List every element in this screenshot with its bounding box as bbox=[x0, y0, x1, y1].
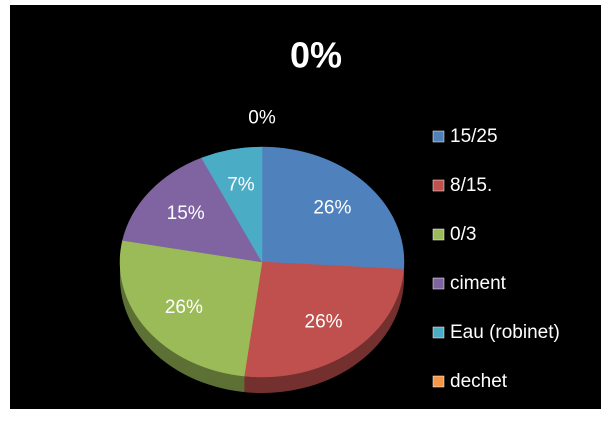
chart-title: 0% bbox=[290, 35, 342, 76]
legend-label: 0/3 bbox=[450, 224, 476, 245]
legend-swatch bbox=[432, 375, 445, 388]
legend-swatch bbox=[432, 179, 445, 192]
data-label: 0% bbox=[248, 107, 276, 128]
slice bbox=[243, 261, 404, 378]
data-label: 26% bbox=[313, 197, 351, 218]
data-label: 26% bbox=[305, 311, 343, 332]
legend-swatch bbox=[432, 326, 445, 339]
legend-label: 8/15. bbox=[450, 175, 492, 196]
legend-label: ciment bbox=[450, 273, 507, 294]
legend-label: Eau (robinet) bbox=[450, 322, 560, 343]
slice bbox=[201, 146, 263, 263]
legend-label: dechet bbox=[450, 371, 508, 392]
legend-swatch bbox=[432, 228, 445, 241]
slice bbox=[261, 146, 405, 270]
data-label: 7% bbox=[227, 175, 255, 196]
legend-swatch bbox=[432, 130, 445, 143]
legend-label: 15/25 bbox=[450, 126, 498, 147]
slice bbox=[122, 157, 263, 263]
legend-swatch bbox=[432, 277, 445, 290]
slice bbox=[119, 240, 263, 377]
data-label: 26% bbox=[165, 297, 203, 318]
data-label: 15% bbox=[167, 203, 205, 224]
